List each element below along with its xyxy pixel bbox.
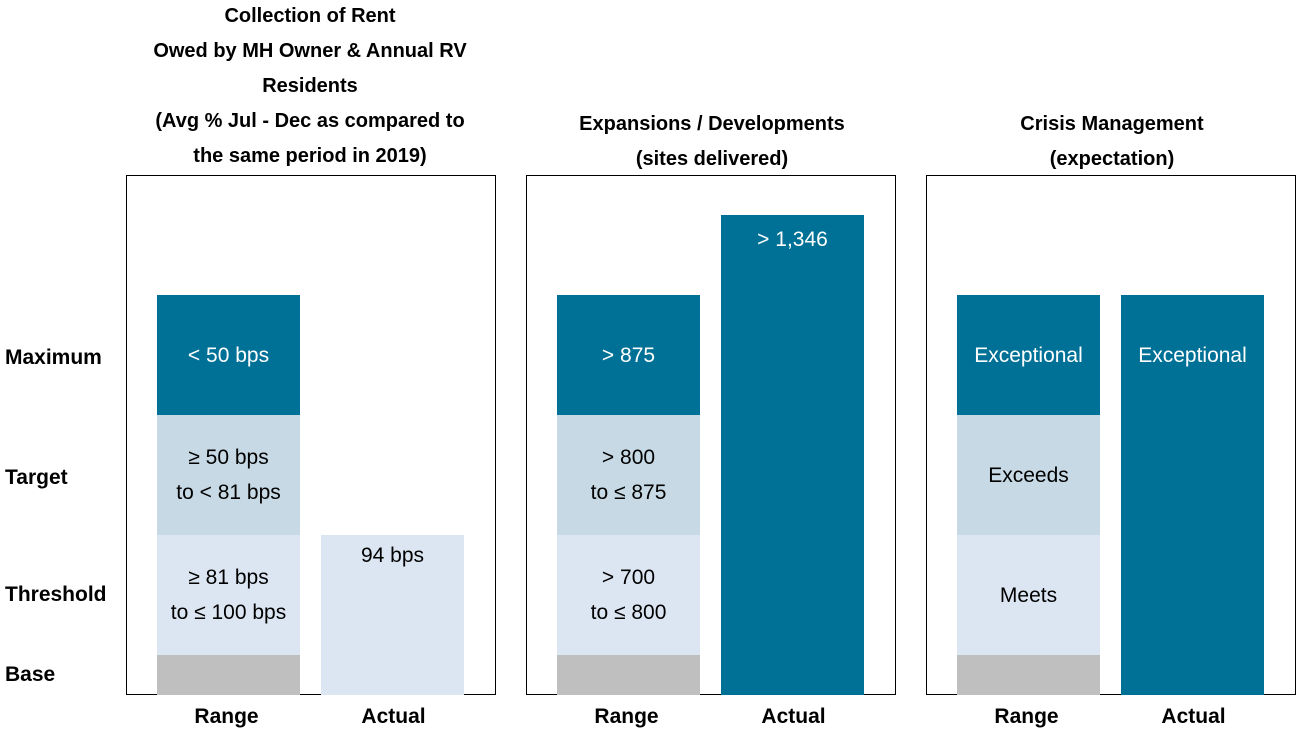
actual-bar: 94 bps <box>321 535 464 695</box>
range-segment-base <box>557 655 700 695</box>
actual-bar: Exceptional <box>1121 295 1264 695</box>
range-segment-base <box>157 655 300 695</box>
x-label-range-3: Range <box>994 705 1059 728</box>
x-label-actual-3: Actual <box>1161 705 1226 728</box>
panel-frame-rent-collection <box>126 175 496 695</box>
range-segment-target: > 800 to ≤ 875 <box>557 415 700 535</box>
actual-bar-label: > 1,346 <box>757 228 828 251</box>
range-segment-target: ≥ 50 bps to < 81 bps <box>157 415 300 535</box>
actual-bar-label: 94 bps <box>360 544 425 567</box>
row-label-maximum: Maximum <box>5 346 102 369</box>
row-label-threshold: Threshold <box>5 583 107 606</box>
range-segment-threshold: Meets <box>957 535 1100 655</box>
x-label-range-1: Range <box>194 705 259 728</box>
row-label-target: Target <box>5 466 68 489</box>
actual-bar: > 1,346 <box>721 215 864 695</box>
range-segment-maximum: Exceptional <box>957 295 1100 415</box>
x-label-actual-1: Actual <box>361 705 426 728</box>
panel-title-rent-collection: Collection of Rent Owed by MH Owner & An… <box>153 5 467 167</box>
actual-bar-label: Exceptional <box>1138 344 1247 367</box>
row-label-base: Base <box>5 663 56 686</box>
x-label-actual-2: Actual <box>761 705 826 728</box>
range-segment-base <box>957 655 1100 695</box>
panel-title-crisis-management: Crisis Management (expectation) <box>1020 113 1204 170</box>
range-segment-maximum: < 50 bps <box>157 295 300 415</box>
panel-title-expansions: Expansions / Developments (sites deliver… <box>579 113 845 170</box>
x-label-range-2: Range <box>594 705 659 728</box>
range-segment-threshold: ≥ 81 bps to ≤ 100 bps <box>157 535 300 655</box>
range-segment-target: Exceeds <box>957 415 1100 535</box>
panel-frame-crisis-management <box>926 175 1296 695</box>
range-segment-threshold: > 700 to ≤ 800 <box>557 535 700 655</box>
panel-frame-expansions <box>526 175 896 695</box>
range-segment-maximum: > 875 <box>557 295 700 415</box>
